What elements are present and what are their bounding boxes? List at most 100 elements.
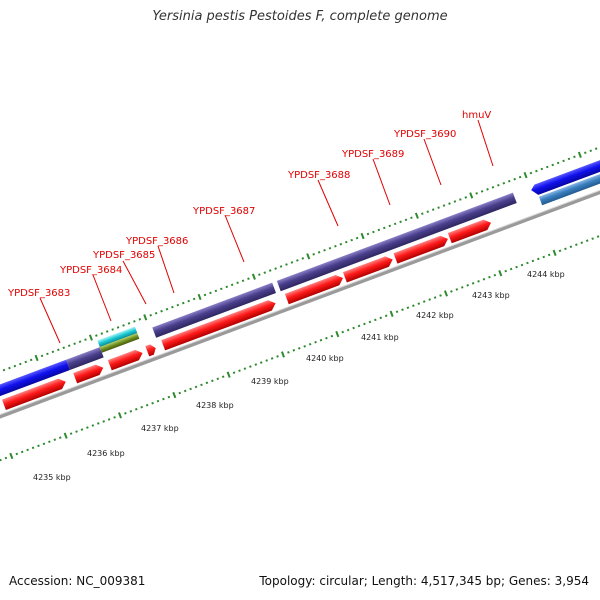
ruler-minor-tick — [220, 287, 223, 291]
gene-label-YPDSF-3684[interactable]: YPDSF_3684 — [59, 265, 122, 276]
ruler-minor-tick — [181, 301, 185, 305]
ruler-minor-tick — [238, 369, 241, 372]
ruler-minor-tick — [165, 307, 169, 311]
ruler-major-tick — [335, 330, 340, 338]
ruler-minor-tick — [455, 288, 459, 291]
ruler-minor-tick — [301, 257, 305, 260]
ruler-minor-tick — [259, 361, 263, 364]
ruler-minor-tick — [575, 243, 578, 247]
cds-arrow-3683[interactable] — [2, 377, 68, 410]
cds-arrow-3685[interactable] — [107, 348, 145, 371]
kbp-label-4239: 4239 kbp — [251, 377, 289, 386]
cds-arrow-3690[interactable] — [393, 234, 450, 264]
ruler-minor-tick — [297, 347, 301, 350]
ruler-minor-tick — [450, 290, 453, 293]
gene-bar-purple-3688-hmuV[interactable] — [276, 192, 517, 292]
gene-label-YPDSF-3686[interactable]: YPDSF_3686 — [125, 236, 188, 247]
ruler-minor-tick — [556, 161, 560, 165]
ruler-minor-tick — [214, 289, 218, 293]
gene-label-YPDSF-3685[interactable]: YPDSF_3685 — [92, 250, 155, 261]
gene-label-YPDSF-3683[interactable]: YPDSF_3683 — [7, 288, 70, 299]
ruler-minor-tick — [379, 316, 383, 320]
ruler-major-tick — [360, 232, 365, 240]
cds-arrow-hmuV[interactable] — [447, 218, 493, 244]
ruler-minor-tick — [317, 251, 321, 254]
ruler-minor-tick — [303, 344, 306, 348]
ruler-minor-tick — [355, 236, 359, 240]
ruler-minor-tick — [236, 281, 239, 285]
ruler-minor-tick — [535, 169, 538, 173]
ruler-minor-tick — [127, 322, 131, 325]
ruler-minor-tick — [113, 416, 116, 419]
ruler-minor-tick — [247, 277, 250, 280]
ruler-major-tick — [88, 334, 93, 341]
ruler-minor-tick — [357, 324, 361, 328]
gene-label-YPDSF-3689[interactable]: YPDSF_3689 — [341, 149, 404, 160]
ruler-minor-tick — [37, 444, 40, 448]
kbp-label-4241: 4241 kbp — [361, 333, 399, 342]
gene-label-YPDSF-3687[interactable]: YPDSF_3687 — [192, 206, 255, 217]
cds-arrow-3689[interactable] — [342, 254, 395, 283]
ruler-minor-tick — [374, 318, 377, 322]
ruler-minor-tick — [459, 198, 462, 201]
ruler-minor-tick — [51, 350, 55, 354]
gene-label-hmuV[interactable]: hmuV — [462, 110, 491, 121]
ruler-minor-tick — [243, 367, 247, 370]
ruler-minor-tick — [531, 259, 535, 263]
ruler-major-tick — [443, 290, 448, 297]
ruler-minor-tick — [395, 310, 399, 314]
ruler-minor-tick — [80, 428, 84, 431]
ruler-major-tick — [63, 432, 68, 439]
gene-label-YPDSF-3690[interactable]: YPDSF_3690 — [393, 129, 456, 140]
ruler-minor-tick — [0, 458, 2, 462]
ruler-minor-tick — [216, 377, 220, 381]
ruler-minor-tick — [591, 237, 594, 240]
gene-bar-purple-3684[interactable] — [66, 347, 104, 370]
gene-label-YPDSF-3688[interactable]: YPDSF_3688 — [287, 170, 350, 181]
ruler-minor-tick — [428, 298, 431, 301]
ruler-minor-tick — [46, 352, 49, 356]
ruler-minor-tick — [417, 302, 421, 305]
ruler-major-tick — [469, 192, 474, 199]
ruler-minor-tick — [589, 149, 593, 153]
ruler-minor-tick — [107, 418, 111, 421]
cds-arrow-3687[interactable] — [161, 298, 277, 351]
kbp-label-4236: 4236 kbp — [87, 449, 125, 458]
ruler-minor-tick — [274, 267, 277, 270]
ruler-minor-tick — [211, 379, 214, 383]
ruler-minor-tick — [453, 200, 457, 203]
ruler-minor-tick — [410, 216, 413, 220]
ruler-minor-tick — [431, 208, 435, 211]
ruler-minor-tick — [460, 286, 464, 289]
ruler-minor-tick — [596, 235, 600, 238]
ruler-minor-tick — [585, 239, 589, 242]
ruler-minor-tick — [189, 387, 192, 391]
outer-tick-ruler — [2, 147, 598, 372]
ruler-minor-tick — [439, 294, 442, 297]
ruler-minor-tick — [31, 446, 35, 450]
ruler-minor-tick — [567, 157, 571, 161]
ruler-minor-tick — [13, 364, 17, 368]
ruler-minor-tick — [268, 269, 272, 272]
ruler-minor-tick — [171, 305, 174, 309]
ruler-minor-tick — [129, 409, 133, 413]
ruler-minor-tick — [497, 183, 500, 187]
ruler-minor-tick — [203, 293, 207, 297]
cds-arrow-3688[interactable] — [284, 273, 345, 305]
gene-bar-cyan-3685[interactable] — [97, 326, 138, 348]
ruler-minor-tick — [344, 240, 348, 244]
ruler-minor-tick — [100, 332, 104, 335]
ruler-major-tick — [414, 212, 419, 219]
ruler-minor-tick — [404, 218, 408, 222]
gene-bar-blue-3683[interactable] — [0, 359, 70, 399]
gene-bar-olive-3686[interactable] — [99, 333, 140, 353]
ruler-minor-tick — [225, 285, 229, 289]
gene-bar-lightblue-right[interactable] — [538, 168, 600, 206]
ruler-minor-tick — [183, 389, 187, 393]
gene-bar-purple-3687[interactable] — [152, 282, 277, 338]
cds-arrow-3686[interactable] — [145, 343, 157, 357]
cds-arrow-3684[interactable] — [73, 363, 105, 384]
kbp-label-4242: 4242 kbp — [416, 311, 454, 320]
ruler-minor-tick — [194, 385, 198, 389]
gene-arrow-blue-right[interactable] — [530, 156, 600, 197]
